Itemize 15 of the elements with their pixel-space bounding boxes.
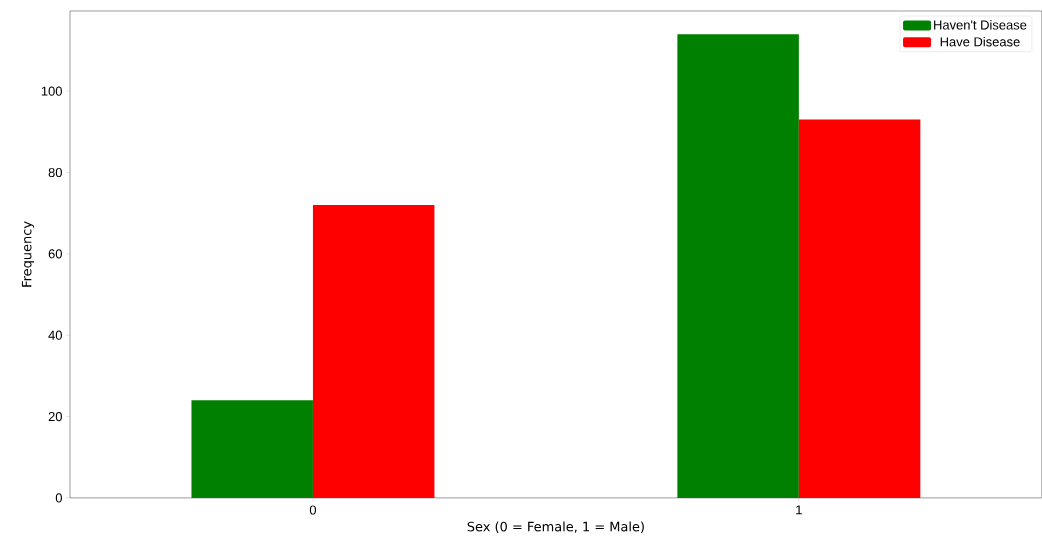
x-tick-label: 1 (796, 505, 802, 515)
y-tick-label: 20 (48, 412, 62, 422)
y-tick-label: 0 (55, 493, 62, 503)
x-axis-title: Sex (0 = Female, 1 = Male) (467, 521, 644, 534)
bar (677, 34, 799, 498)
bar (191, 400, 313, 498)
y-tick-label: 100 (41, 86, 62, 96)
y-axis-title: Frequency (21, 221, 35, 287)
legend-label: Haven't Disease (934, 20, 1027, 30)
legend-label: Have Disease (940, 36, 1020, 47)
bar (312, 205, 435, 498)
y-tick-label: 60 (48, 249, 62, 259)
y-tick-label: 80 (48, 167, 62, 178)
y-tick-label: 40 (48, 330, 62, 340)
bar (798, 119, 921, 498)
